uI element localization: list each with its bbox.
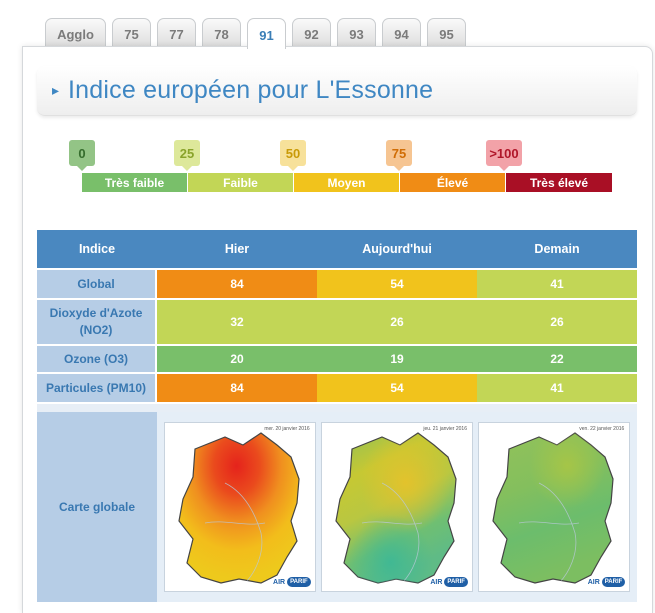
airparif-logo: AIR PARIF <box>588 577 626 587</box>
logo-parif-text: PARIF <box>287 577 311 587</box>
row-label: Particules (PM10) <box>37 374 157 402</box>
title-arrow-icon: ▸ <box>52 82 60 98</box>
airparif-logo: AIR PARIF <box>273 577 311 587</box>
page-title-bar: ▸ Indice européen pour L'Essonne <box>37 66 637 116</box>
band-moyen: Moyen <box>294 173 399 192</box>
header-demain: Demain <box>477 230 637 268</box>
value-aujourdhui: 54 <box>317 374 477 402</box>
logo-air-text: AIR <box>430 578 443 586</box>
value-hier: 84 <box>157 374 317 402</box>
pollution-map-image <box>178 432 300 584</box>
tab-77[interactable]: 77 <box>157 18 196 48</box>
tab-91[interactable]: 91 <box>247 18 286 49</box>
value-aujourdhui: 54 <box>317 270 477 298</box>
scale-marker-75: 75 <box>386 140 412 171</box>
row-label-carte-globale: Carte globale <box>37 412 157 602</box>
row-label: Ozone (O3) <box>37 346 157 372</box>
row-label: Global <box>37 270 157 298</box>
logo-parif-text: PARIF <box>601 577 626 587</box>
row-label-line2: (NO2) <box>79 323 113 337</box>
map-date: ven. 22 janvier 2016 <box>579 426 625 432</box>
table-header-row: Indice Hier Aujourd'hui Demain <box>37 230 637 270</box>
value-aujourdhui: 26 <box>317 300 477 344</box>
logo-parif-text: PARIF <box>444 577 468 587</box>
tab-agglo[interactable]: Agglo <box>45 18 106 48</box>
value-hier: 84 <box>157 270 317 298</box>
scale-marker-25: 25 <box>174 140 200 171</box>
map-date: jeu. 21 janvier 2016 <box>423 426 467 432</box>
tab-92[interactable]: 92 <box>292 18 331 48</box>
pollution-map-image <box>335 432 457 584</box>
maps-container: mer. 20 janvier 2016 AIR PARIF <box>157 412 637 602</box>
band-tres-faible: Très faible <box>82 173 187 192</box>
table-row-global: Global 84 54 41 <box>37 270 637 300</box>
tab-95[interactable]: 95 <box>427 18 466 48</box>
tab-75[interactable]: 75 <box>112 18 151 48</box>
row-label: Dioxyde d'Azote (NO2) <box>37 300 157 344</box>
scale-marker-50: 50 <box>280 140 306 171</box>
row-label-line1: Dioxyde d'Azote <box>49 306 143 320</box>
value-hier: 20 <box>157 346 317 372</box>
index-scale: 0 25 50 75 >100 Très faible Faible Moyen… <box>69 140 612 200</box>
value-hier: 32 <box>157 300 317 344</box>
tab-93[interactable]: 93 <box>337 18 376 48</box>
department-tabs: Agglo 75 77 78 91 92 93 94 95 <box>45 18 466 49</box>
table-separator <box>37 404 637 412</box>
logo-air-text: AIR <box>273 578 286 586</box>
airparif-logo: AIR PARIF <box>430 577 468 587</box>
table-row-pm10: Particules (PM10) 84 54 41 <box>37 374 637 404</box>
table-row-maps: Carte globale <box>37 412 637 602</box>
header-aujourdhui: Aujourd'hui <box>317 230 477 268</box>
map-demain[interactable]: ven. 22 janvier 2016 AIR PARIF <box>478 422 631 592</box>
value-aujourdhui: 19 <box>317 346 477 372</box>
value-demain: 41 <box>477 270 637 298</box>
map-date: mer. 20 janvier 2016 <box>264 426 310 432</box>
index-table: Indice Hier Aujourd'hui Demain Global 84… <box>37 230 637 602</box>
band-eleve: Élevé <box>400 173 505 192</box>
scale-marker-100: >100 <box>486 140 522 171</box>
page-title: Indice européen pour L'Essonne <box>68 76 434 104</box>
table-row-o3: Ozone (O3) 20 19 22 <box>37 346 637 374</box>
map-aujourdhui[interactable]: jeu. 21 janvier 2016 AIR PARIF <box>320 422 473 592</box>
table-row-no2: Dioxyde d'Azote (NO2) 32 26 26 <box>37 300 637 346</box>
map-hier[interactable]: mer. 20 janvier 2016 AIR PARIF <box>163 422 316 592</box>
pollution-map-image <box>492 432 614 584</box>
value-demain: 26 <box>477 300 637 344</box>
header-indice: Indice <box>37 230 157 268</box>
band-tres-eleve: Très élevé <box>506 173 612 192</box>
tab-94[interactable]: 94 <box>382 18 421 48</box>
tab-78[interactable]: 78 <box>202 18 241 48</box>
value-demain: 22 <box>477 346 637 372</box>
scale-marker-0: 0 <box>69 140 95 171</box>
logo-air-text: AIR <box>587 578 600 586</box>
header-hier: Hier <box>157 230 317 268</box>
value-demain: 41 <box>477 374 637 402</box>
band-faible: Faible <box>188 173 293 192</box>
